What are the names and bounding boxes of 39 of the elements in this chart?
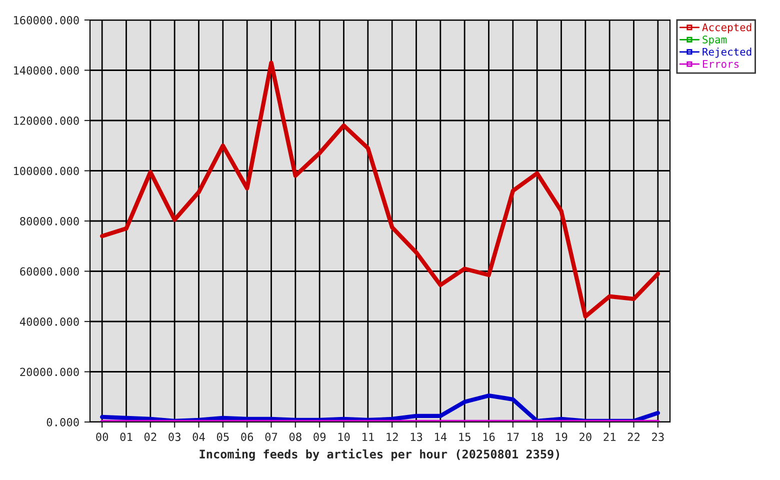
x-tick-label: 11 <box>362 432 374 441</box>
y-tick-label: 20000.000 <box>20 368 79 376</box>
y-tick-label: 160000.000 <box>14 16 79 24</box>
x-axis-title: Incoming feeds by articles per hour (20250801 2359) <box>200 448 560 461</box>
y-tick-label: 80000.000 <box>20 217 79 226</box>
x-tick-label: 23 <box>652 432 664 442</box>
x-tick-label: 10 <box>338 432 350 442</box>
x-tick-label: 20 <box>580 432 592 442</box>
x-tick-label: 16 <box>483 432 495 442</box>
x-tick-label: 03 <box>168 432 180 442</box>
y-tick-label: 140000.000 <box>14 66 79 75</box>
x-tick-label: 18 <box>532 432 544 442</box>
x-tick-label: 02 <box>144 432 156 442</box>
x-tick-label: 14 <box>435 432 447 441</box>
x-tick-label: 01 <box>120 432 132 442</box>
x-tick-label: 08 <box>289 432 302 442</box>
y-tick-label: 60000.000 <box>20 267 79 276</box>
y-tick-label: 0.000 <box>46 418 79 426</box>
x-tick-label: 00 <box>96 432 108 442</box>
x-tick-label: 13 <box>410 432 422 442</box>
x-tick-label: 15 <box>459 432 470 442</box>
x-tick-label: 12 <box>386 432 398 441</box>
legend-label: Errors <box>702 60 739 68</box>
legend-label: Rejected <box>702 48 752 58</box>
x-tick-label: 05 <box>216 432 229 442</box>
x-tick-label: 09 <box>314 432 326 442</box>
y-tick-label: 120000.000 <box>14 116 79 125</box>
x-tick-label: 19 <box>556 432 568 442</box>
legend-label: Spam <box>702 36 727 46</box>
x-tick-label: 06 <box>241 432 254 442</box>
line-series <box>100 60 660 319</box>
x-tick-label: 22 <box>628 432 640 441</box>
y-tick-label: 100000.000 <box>14 166 79 176</box>
x-tick-label: 17 <box>508 432 519 441</box>
x-tick-label: 07 <box>265 432 278 442</box>
x-tick-label: 21 <box>604 432 616 441</box>
x-tick-label: 04 <box>192 432 205 442</box>
legend-label: Accepted <box>702 23 752 34</box>
y-tick-label: 40000.000 <box>20 318 79 326</box>
